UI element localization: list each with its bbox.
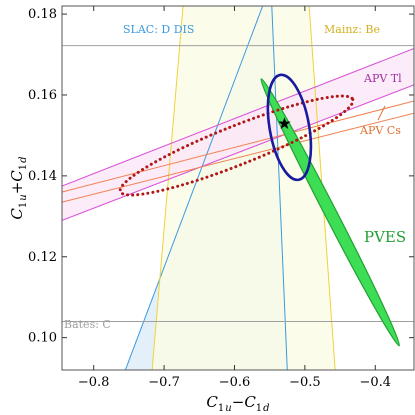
apv-cs-upper-edge xyxy=(62,100,414,193)
y-axis-title: C1u+C1d xyxy=(8,156,29,219)
pves-label: PVES xyxy=(364,228,406,246)
y-ticks: 0.10 0.12 0.14 0.16 0.18 xyxy=(28,7,414,346)
dotted-ellipse xyxy=(118,94,355,197)
y-tick-label: 0.14 xyxy=(28,169,57,184)
slac-label: SLAC: D DIS xyxy=(123,23,194,36)
apv-cs-lower-edge xyxy=(62,112,414,203)
apv-tl-band xyxy=(62,48,414,221)
x-axis-title: C1u−C1d xyxy=(206,393,269,414)
y-tick-label: 0.10 xyxy=(28,331,57,346)
apv-tl-lower-edge xyxy=(62,84,414,221)
slac-right-edge xyxy=(271,6,288,370)
apv-cs-label: APV Cs xyxy=(359,124,401,137)
x-tick-label: −0.5 xyxy=(289,375,321,390)
plot-frame xyxy=(61,5,415,371)
apv-tl-label: APV Tl xyxy=(363,72,402,85)
apv-tl-upper-edge xyxy=(62,48,414,187)
y-tick-label: 0.18 xyxy=(28,7,57,22)
slac-left-edge xyxy=(124,6,264,370)
x-tick-label: −0.7 xyxy=(148,375,180,390)
combined-ellipse xyxy=(266,73,313,182)
standard-model-star xyxy=(278,117,291,129)
bates-label: Bates: C xyxy=(64,318,111,331)
y-tick-label: 0.16 xyxy=(28,88,57,103)
x-tick-label: −0.4 xyxy=(359,375,391,390)
x-tick-label: −0.8 xyxy=(78,375,110,390)
pves-ellipse xyxy=(260,78,401,347)
mainz-band xyxy=(152,6,336,370)
apv-cs-pointer xyxy=(377,105,386,121)
mainz-label: Mainz: Be xyxy=(324,23,380,36)
x-tick-label: −0.6 xyxy=(219,375,251,390)
x-ticks: −0.8 −0.7 −0.6 −0.5 −0.4 xyxy=(78,6,391,390)
y-tick-label: 0.12 xyxy=(28,250,57,265)
